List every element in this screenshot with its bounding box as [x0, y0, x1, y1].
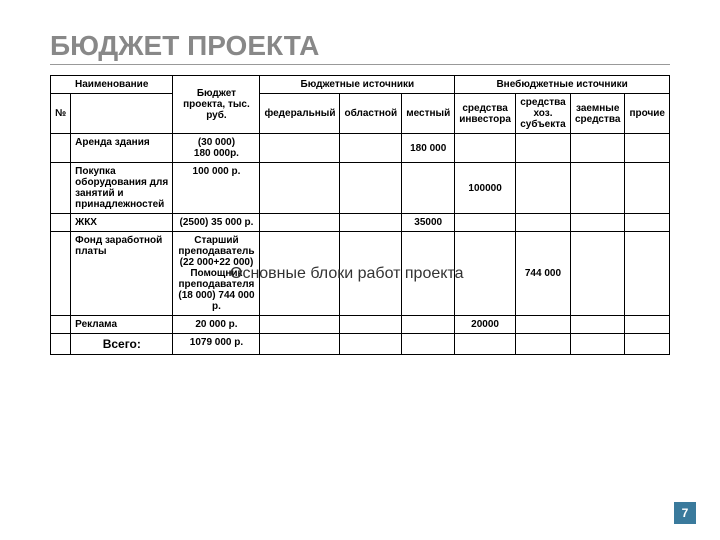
table-row: Реклама20 000 р. 20000 [51, 316, 670, 334]
cell-investor [455, 232, 516, 316]
table-row: ЖКХ(2500) 35 000 р. 35000 [51, 214, 670, 232]
row-budget: Старший преподаватель (22 000+22 000) По… [173, 232, 260, 316]
row-budget: (2500) 35 000 р. [173, 214, 260, 232]
hdr-budget-sources: Бюджетные источники [260, 76, 455, 94]
cell-federal [260, 232, 340, 316]
cell-loan [570, 232, 624, 316]
cell-federal [260, 316, 340, 334]
hdr-offbudget-sources: Внебюджетные источники [455, 76, 670, 94]
hdr-budget-total: Бюджет проекта, тыс. руб. [173, 76, 260, 134]
hdr-local: местный [402, 94, 455, 134]
cell-other [625, 163, 670, 214]
hdr-loan: заемные средства [570, 94, 624, 134]
hdr-name: Наименование [51, 76, 173, 94]
cell-economic [515, 316, 570, 334]
row-num [51, 214, 71, 232]
cell-regional [340, 163, 402, 214]
cell-loan [570, 214, 624, 232]
cell-local [402, 232, 455, 316]
row-name: Фонд заработной платы [71, 232, 173, 316]
hdr-federal: федеральный [260, 94, 340, 134]
cell-other [625, 214, 670, 232]
row-num [51, 163, 71, 214]
cell-regional [340, 214, 402, 232]
hdr-investor: средства инвестора [455, 94, 516, 134]
cell-economic: 744 000 [515, 232, 570, 316]
cell-federal [260, 163, 340, 214]
cell-other [625, 232, 670, 316]
cell-investor: 20000 [455, 316, 516, 334]
total-budget: 1079 000 р. [173, 334, 260, 355]
cell-economic [515, 134, 570, 163]
total-label: Всего: [71, 334, 173, 355]
cell-loan [570, 134, 624, 163]
cell-regional [340, 232, 402, 316]
hdr-economic: средства хоз. субъекта [515, 94, 570, 134]
row-name: Покупка оборудования для занятий и прина… [71, 163, 173, 214]
cell-other [625, 134, 670, 163]
cell-regional [340, 134, 402, 163]
cell-economic [515, 163, 570, 214]
cell-regional [340, 316, 402, 334]
cell-federal [260, 214, 340, 232]
row-name: Аренда здания [71, 134, 173, 163]
hdr-regional: областной [340, 94, 402, 134]
cell-loan [570, 316, 624, 334]
cell-loan [570, 163, 624, 214]
row-num [51, 232, 71, 316]
cell-investor [455, 214, 516, 232]
row-budget: 20 000 р. [173, 316, 260, 334]
row-num [51, 134, 71, 163]
row-num [51, 316, 71, 334]
slide-title: БЮДЖЕТ ПРОЕКТА [50, 30, 670, 65]
hdr-other: прочие [625, 94, 670, 134]
hdr-num: № [51, 94, 71, 134]
row-name: Реклама [71, 316, 173, 334]
table-row: Покупка оборудования для занятий и прина… [51, 163, 670, 214]
row-budget: 100 000 р. [173, 163, 260, 214]
cell-economic [515, 214, 570, 232]
cell-federal [260, 134, 340, 163]
cell-investor: 100000 [455, 163, 516, 214]
table-row: Аренда здания(30 000) 180 000р. 180 000 [51, 134, 670, 163]
cell-local [402, 163, 455, 214]
budget-table: Наименование Бюджет проекта, тыс. руб. Б… [50, 75, 670, 355]
cell-local [402, 316, 455, 334]
row-budget: (30 000) 180 000р. [173, 134, 260, 163]
cell-local: 180 000 [402, 134, 455, 163]
table-row: Фонд заработной платыСтарший преподавате… [51, 232, 670, 316]
row-name: ЖКХ [71, 214, 173, 232]
page-number: 7 [674, 502, 696, 524]
cell-local: 35000 [402, 214, 455, 232]
cell-other [625, 316, 670, 334]
cell-investor [455, 134, 516, 163]
